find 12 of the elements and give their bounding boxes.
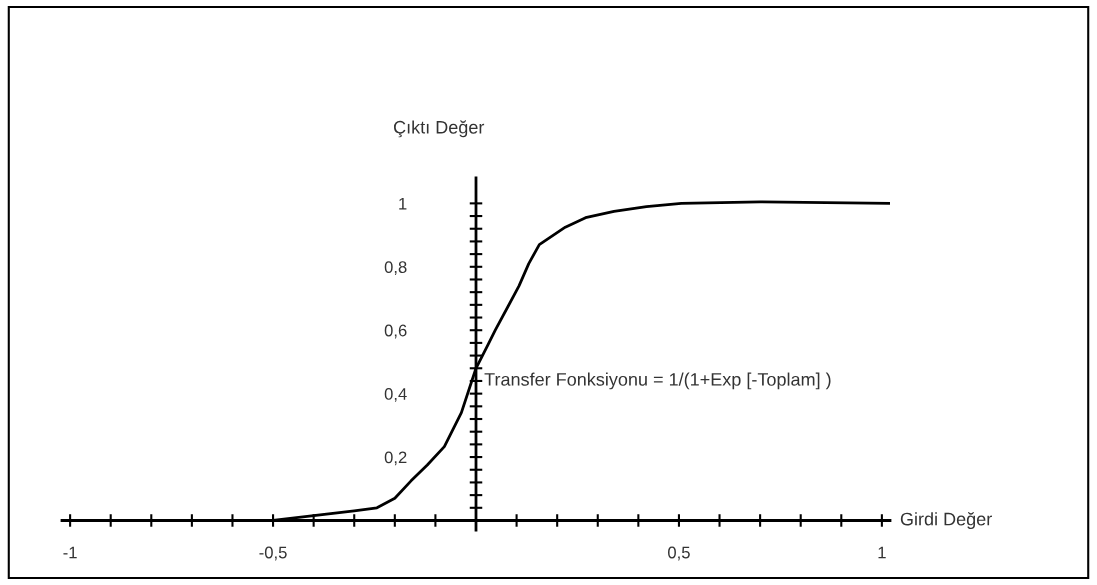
y-tick-label: 0,4 [384,388,407,402]
y-tick-label: 0,6 [384,324,407,339]
y-axis-title: Çıktı Değer [394,120,485,138]
annotation: Transfer Fonksiyonu = 1/(1+Exp [-Toplam] ) [484,372,831,390]
y-tick-label: 0,2 [384,451,407,466]
x-tick-label: -1 [63,546,77,559]
y-tick-label: 0,8 [384,261,407,275]
x-tick-label: -0,5 [259,546,287,561]
x-tick-label: 1 [878,546,886,559]
x-axis-title: Girdi Değer [900,511,992,530]
x-tick-label: 0,5 [668,546,690,561]
y-tick-label: 1 [399,197,407,210]
